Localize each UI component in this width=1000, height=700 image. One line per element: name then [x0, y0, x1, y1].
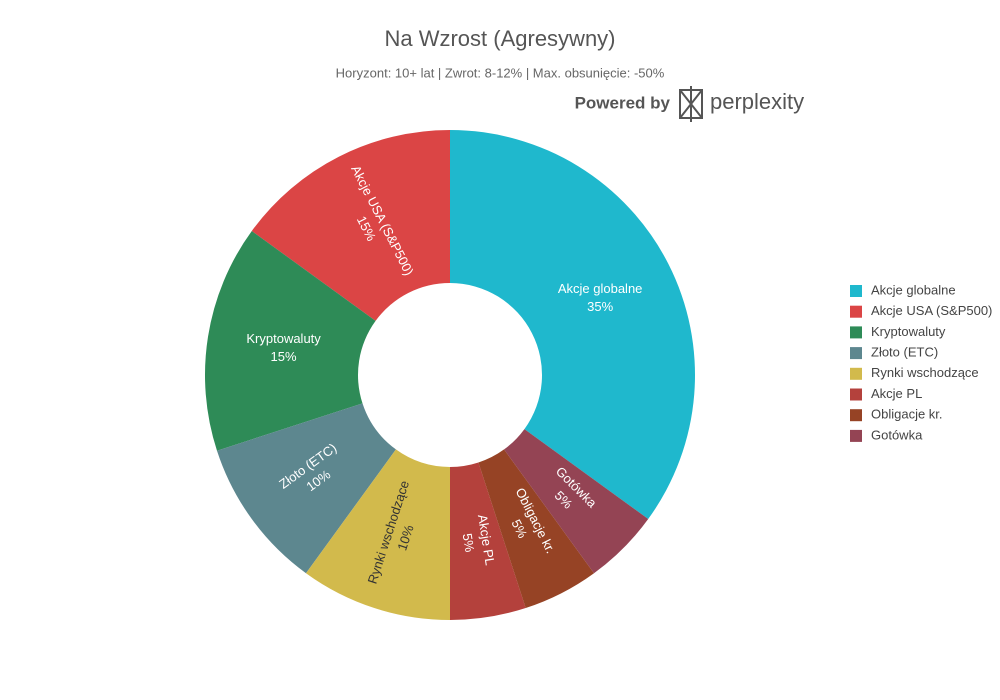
legend-swatch	[850, 367, 862, 380]
legend-swatch	[850, 409, 862, 422]
pie-slice	[450, 130, 695, 520]
slice-label-value: 15%	[271, 349, 297, 364]
pie-slice	[504, 429, 649, 574]
perplexity-logo	[679, 86, 703, 122]
slice-label: Akcje globalne 35%	[558, 281, 643, 314]
legend-label: Obligacje kr.	[871, 407, 943, 422]
legend-swatch	[850, 347, 862, 360]
legend-label: Gotówka	[871, 427, 923, 442]
pie-slice	[478, 449, 595, 609]
pie-slice	[204, 230, 376, 451]
slice-label-name: Kryptowaluty	[246, 331, 321, 346]
pie-slice	[450, 462, 526, 620]
legend-swatch	[850, 326, 862, 339]
legend-label: Akcje PL	[871, 386, 922, 401]
legend-swatch	[850, 388, 862, 401]
pie-slice	[305, 449, 450, 620]
attribution: Powered by	[575, 93, 671, 112]
slice-label: Kryptowaluty 15%	[246, 331, 321, 364]
legend-label: Akcje globalne	[871, 282, 956, 297]
chart-subtitle: Horyzont: 10+ lat | Zwrot: 8-12% | Max. …	[336, 65, 665, 80]
legend-swatch	[850, 305, 862, 318]
chart-title: Na Wzrost (Agresywny)	[384, 26, 615, 51]
slice-label-value: 35%	[587, 299, 613, 314]
slice-label-value: 5%	[460, 532, 478, 553]
legend-label: Złoto (ETC)	[871, 345, 938, 360]
legend-swatch	[850, 429, 862, 442]
legend-label: Rynki wschodzące	[871, 365, 979, 380]
brand: perplexity	[710, 89, 804, 114]
legend-label: Kryptowaluty	[871, 324, 946, 339]
slice-label-name: Akcje globalne	[558, 281, 643, 296]
legend-label: Akcje USA (S&P500)	[871, 303, 992, 318]
pie-slice	[216, 403, 396, 574]
legend-swatch	[850, 285, 862, 297]
pie-slice	[251, 130, 450, 321]
